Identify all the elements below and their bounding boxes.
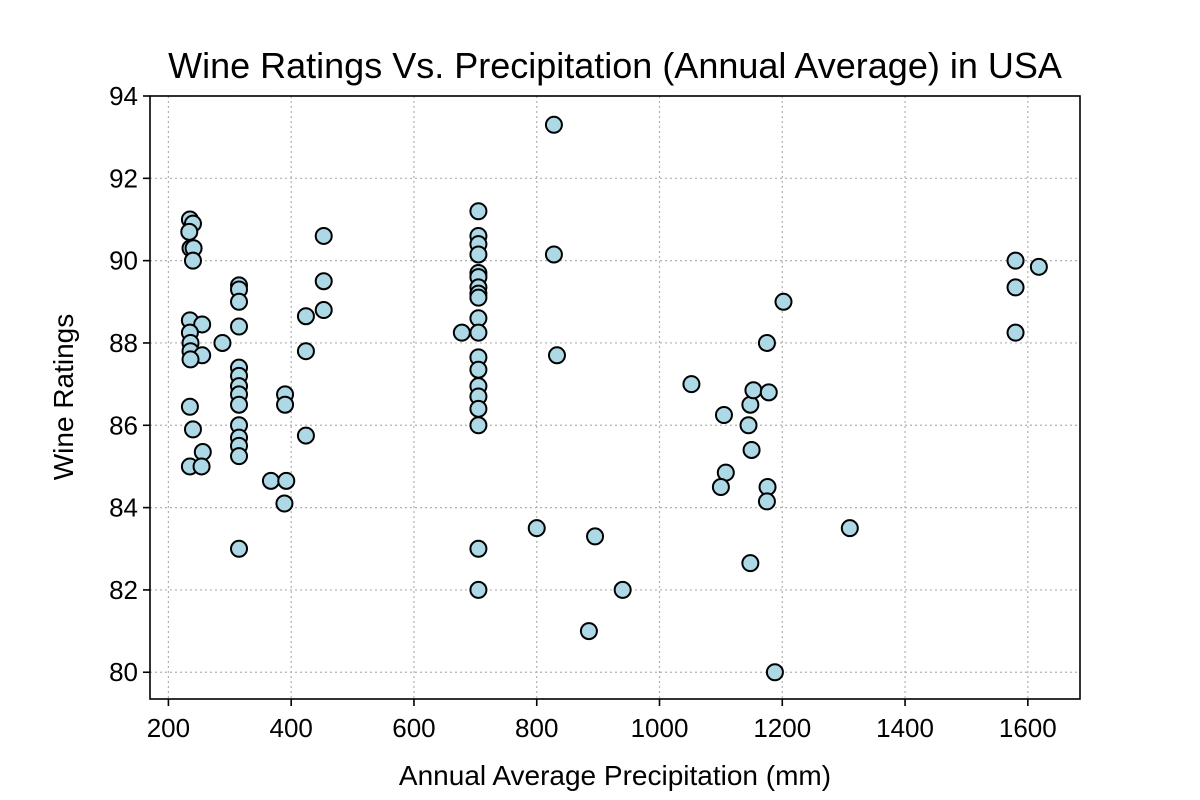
x-tick-label: 600 [392, 713, 435, 743]
data-point [469, 245, 488, 264]
data-point [183, 420, 202, 439]
data-point [757, 333, 776, 352]
data-point [469, 580, 488, 599]
data-point [469, 323, 488, 342]
y-tick-label: 82 [109, 575, 138, 605]
data-point [452, 323, 471, 342]
data-point [314, 272, 333, 291]
data-point [527, 519, 546, 538]
data-point [682, 375, 701, 394]
data-point [183, 251, 202, 270]
data-point [261, 471, 280, 490]
chart-title: Wine Ratings Vs. Precipitation (Annual A… [168, 45, 1062, 86]
data-point [613, 580, 632, 599]
data-point [180, 222, 199, 241]
axis-ticks: 200 400 600 800 1000 1200 1400 1600 80 82 84 86 88 90… [109, 81, 1057, 743]
data-point [774, 292, 793, 311]
data-point [469, 399, 488, 418]
data-point [230, 395, 249, 414]
data-point [1029, 257, 1048, 276]
data-point [469, 416, 488, 435]
data-point [741, 395, 760, 414]
data-point [469, 202, 488, 221]
data-point [181, 350, 200, 369]
data-point [840, 519, 859, 538]
data-point [230, 317, 249, 336]
data-point [230, 447, 249, 466]
data-point [757, 492, 776, 511]
data-point [193, 315, 212, 334]
data-point [1006, 323, 1025, 342]
x-tick-label: 200 [147, 713, 190, 743]
data-point [296, 342, 315, 361]
y-tick-label: 92 [109, 163, 138, 193]
y-tick-label: 84 [109, 493, 138, 523]
data-point [192, 457, 211, 476]
y-tick-label: 90 [109, 246, 138, 276]
x-tick-label: 1400 [876, 713, 934, 743]
data-point [744, 381, 763, 400]
data-point [711, 478, 730, 497]
data-point [759, 383, 778, 402]
y-tick-label: 80 [109, 657, 138, 687]
data-point [469, 539, 488, 558]
data-point [469, 360, 488, 379]
x-tick-label: 800 [515, 713, 558, 743]
y-tick-label: 88 [109, 328, 138, 358]
y-tick-label: 86 [109, 410, 138, 440]
data-point [739, 416, 758, 435]
data-point [765, 663, 784, 682]
data-point [586, 527, 605, 546]
x-tick-label: 1600 [999, 713, 1057, 743]
data-point [314, 226, 333, 245]
data-point [276, 395, 295, 414]
data-point [213, 333, 232, 352]
data-point [1006, 278, 1025, 297]
data-point [544, 115, 563, 134]
data-point [180, 397, 199, 416]
data-point [275, 494, 294, 513]
data-point [277, 471, 296, 490]
data-point [741, 554, 760, 573]
data-point [1006, 251, 1025, 270]
x-axis-title: Annual Average Precipitation (mm) [399, 760, 831, 791]
data-points [180, 115, 1048, 682]
data-point [314, 301, 333, 320]
x-tick-label: 1200 [753, 713, 811, 743]
data-point [296, 426, 315, 445]
y-tick-label: 94 [109, 81, 138, 111]
data-point [714, 405, 733, 424]
plot-area-frame [149, 95, 1081, 700]
data-point [469, 288, 488, 307]
x-tick-label: 1000 [631, 713, 689, 743]
data-point [579, 622, 598, 641]
data-point [742, 440, 761, 459]
data-point [544, 245, 563, 264]
data-point [230, 539, 249, 558]
x-tick-label: 400 [269, 713, 312, 743]
y-axis-title: Wine Ratings [48, 314, 79, 481]
data-point [296, 307, 315, 326]
data-point [547, 346, 566, 365]
data-point [230, 292, 249, 311]
